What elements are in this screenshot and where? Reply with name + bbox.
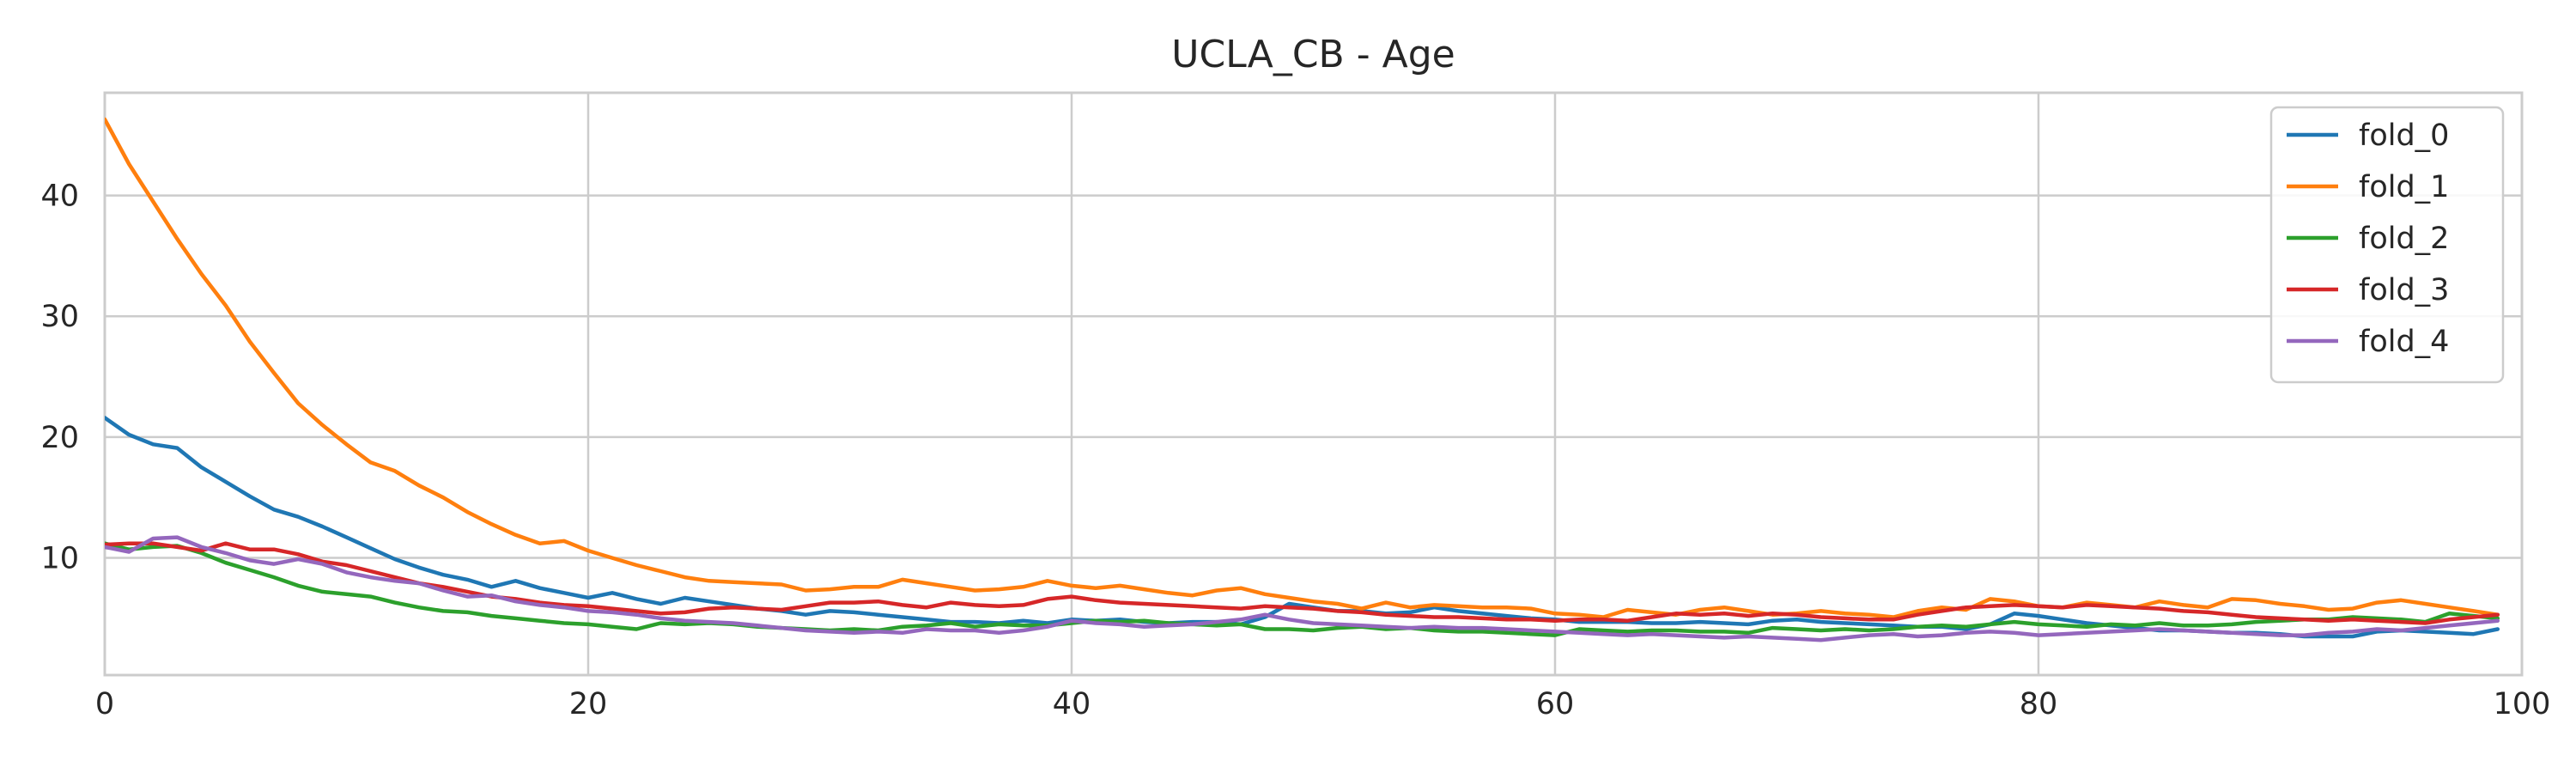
grid-lines [103,93,2524,675]
x-tick-label: 40 [1053,687,1091,721]
series-group [105,117,2500,642]
y-tick-label: 10 [40,542,79,576]
legend-label-fold_3: fold_3 [2359,273,2449,307]
series-line-fold_2 [105,541,2500,637]
x-axis-ticks: 0 20 40 60 80 100 [95,687,2551,721]
series-line-fold_4 [105,535,2500,642]
x-tick-label: 0 [95,687,114,721]
legend-label-fold_0: fold_0 [2359,119,2449,153]
y-tick-label: 20 [40,421,79,455]
plot-frame [103,91,2524,677]
x-tick-label: 20 [569,687,608,721]
x-tick-label: 60 [1536,687,1575,721]
legend-label-fold_4: fold_4 [2359,325,2449,359]
y-tick-label: 40 [40,180,79,214]
legend: fold_0 fold_1 fold_2 fold_3 fold_4 [2269,106,2505,384]
x-tick-label: 80 [2020,687,2058,721]
legend-box [2269,106,2505,384]
chart-title: UCLA_CB - Age [1171,33,1455,76]
y-tick-label: 30 [40,300,79,334]
series-line-fold_1 [105,117,2500,619]
x-tick-label: 100 [2494,687,2551,721]
series-line-fold_0 [105,416,2500,639]
y-axis-ticks: 10 20 30 40 [40,180,79,576]
legend-label-fold_2: fold_2 [2359,222,2449,256]
legend-label-fold_1: fold_1 [2359,170,2449,204]
